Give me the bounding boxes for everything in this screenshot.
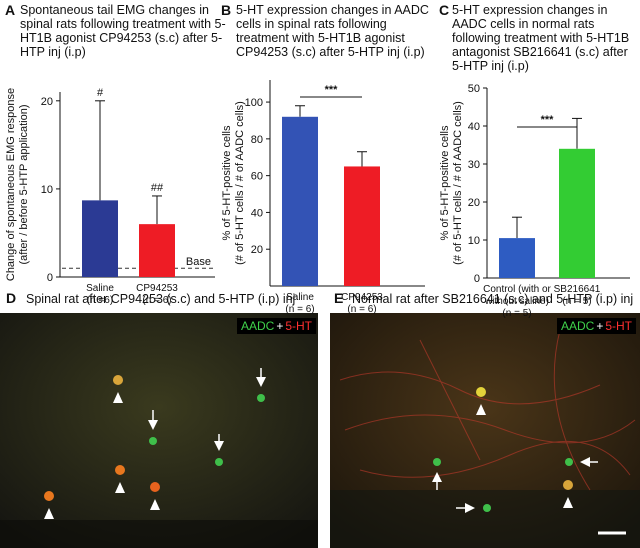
x-tick-label: Control (with or without saline) — [483, 284, 551, 307]
legend-entry: AADC — [240, 319, 275, 333]
y-tick-label: 20 — [251, 244, 263, 256]
y-tick-label: 80 — [251, 134, 263, 146]
micrograph-d — [0, 313, 318, 548]
x-tick-label: CP94253 — [341, 292, 383, 303]
x-tick-sublabel: (n = 6) — [142, 295, 172, 306]
y-tick-label: 100 — [245, 97, 263, 109]
significance-label: *** — [541, 114, 555, 126]
panel-letter: C — [439, 2, 450, 18]
y-tick-label: 20 — [41, 96, 53, 108]
x-tick-sublabel: (n = 5) — [502, 308, 532, 319]
legend-entry: 5-HT — [285, 319, 312, 333]
y-tick-label: 50 — [468, 83, 480, 95]
x-tick-label: CP94253 — [136, 283, 178, 294]
chart-title: 5-HT expression changes in AADC cells in… — [236, 3, 429, 59]
x-tick-label: Saline — [86, 283, 114, 294]
baseline-label: Base — [186, 256, 211, 268]
y-tick-label: 40 — [251, 207, 263, 219]
panel-letter: B — [221, 2, 232, 18]
y-tick-label: 20 — [468, 197, 480, 209]
x-tick-sublabel: (n = 6) — [347, 304, 377, 315]
y-tick-label: 0 — [474, 273, 480, 285]
micrograph-e — [330, 313, 640, 548]
chart-title: 5-HT expression changes in AADC cells in… — [452, 3, 630, 73]
chart-title: Spontaneous tail EMG changes in spinal r… — [20, 3, 226, 59]
y-tick-label: 60 — [251, 171, 263, 183]
y-axis-label: % of 5-HT-positive cells — [221, 125, 233, 240]
bar — [282, 116, 318, 287]
legend-entry: AADC — [560, 319, 595, 333]
legend-entry: + — [276, 319, 284, 333]
bar — [139, 224, 175, 277]
y-axis-label: (# of 5-HT cells / # of AADC cells) — [452, 101, 464, 265]
panel-letter: D — [6, 290, 17, 306]
bar — [499, 238, 535, 278]
bar-annotation: ## — [151, 182, 164, 194]
legend: AADC +5-HT — [556, 318, 636, 334]
legend-entry: 5-HT — [605, 319, 632, 333]
x-tick-label: Saline — [286, 292, 314, 303]
bar — [344, 166, 380, 286]
y-axis-label: (after / before 5-HTP application) — [18, 105, 30, 265]
y-tick-label: 0 — [47, 272, 53, 284]
bar-annotation: # — [97, 87, 104, 99]
x-tick-label: SB216641 — [553, 284, 601, 295]
legend-entry: + — [596, 319, 604, 333]
panel-letter: E — [334, 290, 344, 306]
x-tick-sublabel: (n =6) — [86, 295, 114, 306]
panel-title: Spinal rat after CP94253 (s.c) and 5-HTP… — [26, 292, 296, 306]
panel-title: Normal rat after SB216641 (s.c) and 5-HT… — [352, 292, 634, 306]
significance-label: *** — [325, 84, 339, 96]
bar — [82, 200, 118, 277]
y-axis-label: (# of 5-HT cells / # of AADC cells) — [234, 101, 246, 265]
y-axis-label: % of 5-HT-positive cells — [439, 125, 451, 240]
panel-letter: A — [5, 2, 16, 18]
y-tick-label: 40 — [468, 121, 480, 133]
y-axis-label: Change of spontaneous EMG response — [5, 88, 17, 281]
y-tick-label: 10 — [468, 235, 480, 247]
y-tick-label: 10 — [41, 184, 53, 196]
bar — [559, 148, 595, 278]
x-tick-sublabel: (n = 6) — [285, 304, 315, 315]
legend: AADC +5-HT — [236, 318, 316, 334]
y-tick-label: 30 — [468, 159, 480, 171]
x-tick-sublabel: (n = 5) — [562, 296, 592, 307]
